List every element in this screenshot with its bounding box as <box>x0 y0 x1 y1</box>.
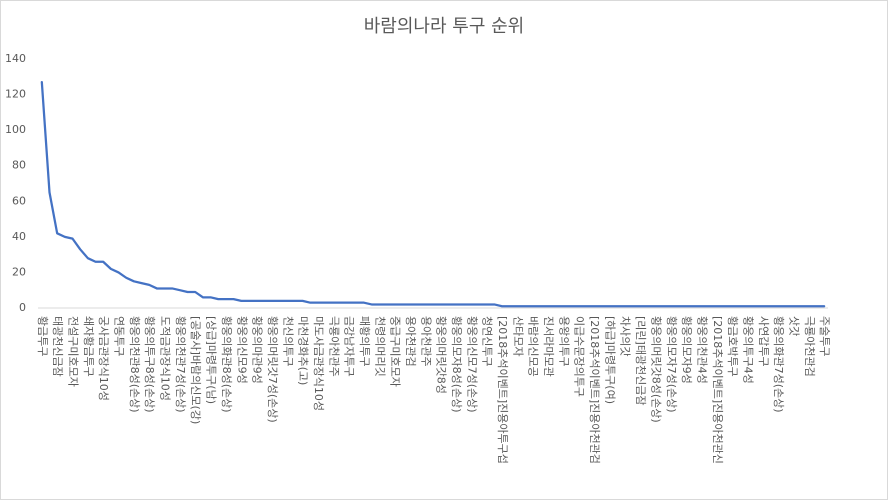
y-tick-label: 120 <box>5 88 26 101</box>
x-tick-label: 황웅의머릿갓8성 <box>435 316 448 394</box>
x-tick-label: 전설구미호모자 <box>67 316 80 387</box>
x-tick-label: [상급]마령투구(남) <box>205 316 218 404</box>
x-tick-label: [2018추석이벤트]진용아천관신 <box>711 316 725 464</box>
x-tick-label: 마천경화추(고) <box>297 316 311 385</box>
x-tick-label: 도적금관장식10성 <box>159 316 172 401</box>
x-tick-label: 황웅의신모7성(손상) <box>465 316 478 413</box>
x-tick-label: 천신의투구 <box>281 316 295 367</box>
x-tick-label: 황웅의모자8성(손상) <box>450 316 463 413</box>
x-tick-label: 황웅의모자7성(손상) <box>665 316 678 413</box>
x-tick-label: 황웅의천관7성(손상) <box>174 316 188 413</box>
x-tick-label: 용왕의투구 <box>557 316 570 367</box>
x-tick-label: 황웅의투구8성(손상) <box>143 316 156 413</box>
x-tick-label: 산타모자 <box>511 316 524 356</box>
x-tick-label: 황웅의투구4성 <box>741 316 754 384</box>
x-tick-label: 황웅의머릿갓8성(손상) <box>649 316 662 423</box>
x-tick-label: 황웅의머릿갓7성(손상) <box>266 316 279 423</box>
x-tick-label: 마도사금관장식10성 <box>312 316 325 411</box>
x-tick-label: [리린]태광천신금잠 <box>634 316 648 406</box>
y-tick-label: 100 <box>5 123 26 136</box>
x-tick-label: 패황의투구 <box>358 316 371 367</box>
x-tick-label: 이급수문장의투구 <box>573 316 586 397</box>
x-tick-label: 황웅의화관8성(손상) <box>220 316 233 413</box>
x-tick-label: [하급]마령투구(여) <box>603 316 617 404</box>
y-tick-label: 80 <box>12 159 26 172</box>
x-tick-label: 금강남자투구 <box>343 316 356 377</box>
y-tick-label: 60 <box>12 194 26 207</box>
x-tick-label: 주술투구 <box>818 316 831 356</box>
x-tick-label: 차사의갓 <box>619 316 632 356</box>
x-tick-label: 황웅의화관7성(손상) <box>772 316 785 413</box>
chart-title: 바람의나라 투구 순위 <box>364 16 524 37</box>
x-tick-label: 황웅의천관4성 <box>695 316 709 384</box>
x-tick-label: 청연신투구 <box>481 316 494 367</box>
x-tick-label: 극룡아천관주 <box>327 316 341 377</box>
x-tick-label: 쇄자황금투구 <box>82 316 95 377</box>
x-tick-label: 극룡아천관검 <box>803 316 817 377</box>
x-tick-label: [공술사]바람의신모(강) <box>189 316 202 424</box>
y-tick-label: 20 <box>12 265 26 278</box>
x-tick-label: 황웅의모자9성 <box>680 316 693 384</box>
x-tick-label: 황웅의신모9성 <box>235 316 248 384</box>
x-tick-label: 중급구미호모자 <box>389 316 402 387</box>
x-tick-label: [2018추석이벤트]진용아투구섭 <box>496 316 509 464</box>
y-tick-label: 0 <box>19 301 26 314</box>
x-tick-label: 사연갑투구 <box>757 316 770 367</box>
x-tick-label: 천령의머리깃 <box>373 316 387 377</box>
x-tick-label: 용아천관검 <box>404 316 418 367</box>
x-tick-label: 연동투구 <box>113 316 126 356</box>
x-tick-label: 바람의신모공 <box>527 316 540 377</box>
x-tick-label: [2018추석이벤트]진용아천관검 <box>588 316 602 464</box>
x-tick-label: 궁사금관장식10성 <box>97 316 110 401</box>
y-tick-label: 140 <box>5 52 26 65</box>
x-tick-label: 태광천신금잠 <box>51 316 65 377</box>
x-tick-label: 황금투구 <box>36 316 49 356</box>
data-line <box>40 80 826 308</box>
x-tick-label: 황웅의마관9성 <box>251 316 264 384</box>
x-tick-label: 삿갓 <box>787 316 800 336</box>
y-tick-label: 40 <box>12 230 26 243</box>
x-tick-label: 황웅의천관8성(손상) <box>128 316 142 413</box>
x-tick-label: 진서라마모관 <box>542 316 555 377</box>
x-tick-label: 용아천관주 <box>419 316 433 367</box>
x-tick-label: 황금호박투구 <box>726 316 739 377</box>
